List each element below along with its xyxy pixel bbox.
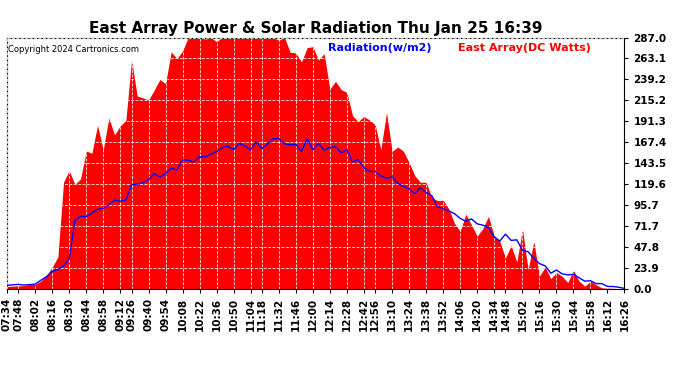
Text: East Array(DC Watts): East Array(DC Watts)	[457, 42, 591, 52]
Text: Radiation(w/m2): Radiation(w/m2)	[328, 42, 431, 52]
Text: Copyright 2024 Cartronics.com: Copyright 2024 Cartronics.com	[8, 45, 139, 54]
Title: East Array Power & Solar Radiation Thu Jan 25 16:39: East Array Power & Solar Radiation Thu J…	[89, 21, 542, 36]
